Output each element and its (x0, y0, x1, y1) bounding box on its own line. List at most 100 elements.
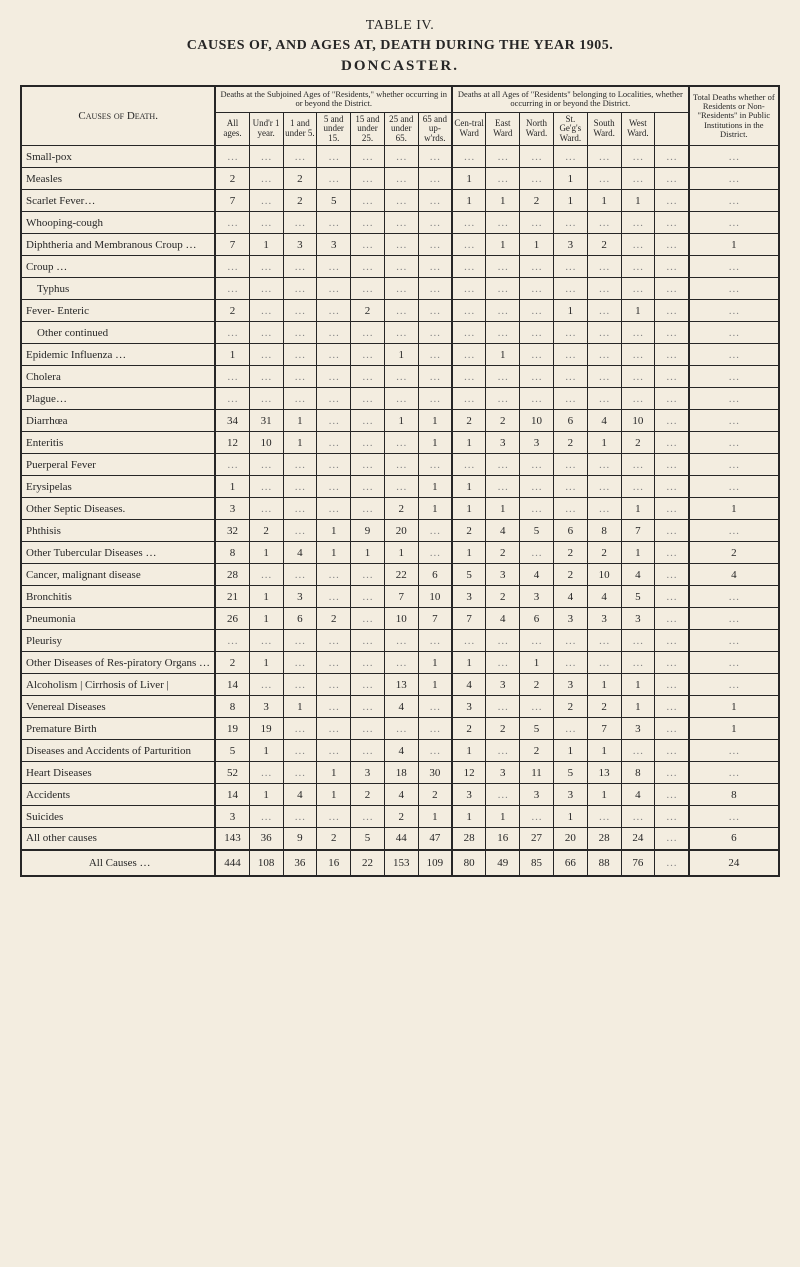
cell: 18 (384, 762, 418, 784)
cause-cell: Small-pox (21, 146, 215, 168)
cell: … (283, 212, 317, 234)
cell: … (317, 652, 351, 674)
cell: … (283, 344, 317, 366)
cell: 3 (553, 674, 587, 696)
cell: … (621, 234, 655, 256)
cell: 4 (553, 586, 587, 608)
cell: … (587, 278, 621, 300)
cell: 11 (520, 762, 554, 784)
cell: … (520, 278, 554, 300)
ward-col: West Ward. (621, 112, 655, 145)
cell: 7 (621, 520, 655, 542)
cell: … (249, 564, 283, 586)
cell: … (283, 740, 317, 762)
cell: 2 (587, 542, 621, 564)
cell: 9 (351, 520, 385, 542)
cell: … (655, 190, 689, 212)
cell: … (689, 806, 779, 828)
cell: 7 (452, 608, 486, 630)
cell: 2 (418, 784, 452, 806)
cell: … (486, 740, 520, 762)
cell: … (452, 366, 486, 388)
cell: 2 (215, 168, 249, 190)
cell: … (621, 344, 655, 366)
cell: … (384, 190, 418, 212)
cell: … (553, 454, 587, 476)
cell: … (553, 388, 587, 410)
cell: 1 (384, 410, 418, 432)
cell: … (351, 256, 385, 278)
cell: 80 (452, 850, 486, 876)
cell: … (655, 476, 689, 498)
table-row: Small-pox……………………………………… (21, 146, 779, 168)
cell: … (317, 146, 351, 168)
cell: … (317, 366, 351, 388)
cell: … (418, 718, 452, 740)
cell: … (689, 630, 779, 652)
cell: … (553, 146, 587, 168)
cell: 14 (215, 674, 249, 696)
cell: 2 (553, 432, 587, 454)
cell: 1 (689, 234, 779, 256)
cell: 1 (418, 806, 452, 828)
cell: … (689, 520, 779, 542)
cell: … (655, 256, 689, 278)
cell: 5 (452, 564, 486, 586)
ward-col: North Ward. (520, 112, 554, 145)
cell: 1 (249, 652, 283, 674)
cell: … (486, 256, 520, 278)
cell: 2 (587, 696, 621, 718)
cell: 4 (486, 520, 520, 542)
cell: … (317, 718, 351, 740)
cell: … (452, 256, 486, 278)
cause-cell: Diarrhœa (21, 410, 215, 432)
cell: 2 (621, 432, 655, 454)
cell: … (384, 168, 418, 190)
cell: 1 (486, 344, 520, 366)
cell: … (452, 300, 486, 322)
cell: … (486, 784, 520, 806)
cell: … (249, 300, 283, 322)
table-row: Enteritis12101………1133212…… (21, 432, 779, 454)
table-row: Pleurisy……………………………………… (21, 630, 779, 652)
cell: 6 (283, 608, 317, 630)
age-col: 5 and under 15. (317, 112, 351, 145)
cell: 36 (283, 850, 317, 876)
cell: 12 (452, 762, 486, 784)
cell: 4 (384, 784, 418, 806)
cell: … (418, 234, 452, 256)
cell: 5 (351, 828, 385, 850)
table-row: Pneumonia26162…107746333…… (21, 608, 779, 630)
cell: 2 (452, 410, 486, 432)
cell: 7 (384, 586, 418, 608)
cell: 3 (520, 432, 554, 454)
group-ages: Deaths at the Subjoined Ages of "Residen… (215, 86, 452, 112)
cell: … (384, 322, 418, 344)
cell: … (587, 212, 621, 234)
cell: 22 (384, 564, 418, 586)
cell: … (249, 190, 283, 212)
cell: 2 (351, 784, 385, 806)
cell: … (486, 322, 520, 344)
cell: 2 (351, 300, 385, 322)
cell: 9 (283, 828, 317, 850)
cell: … (384, 630, 418, 652)
cell: … (351, 608, 385, 630)
ward-col (655, 112, 689, 145)
cause-cell: Other continued (21, 322, 215, 344)
cell: 109 (418, 850, 452, 876)
cell: 1 (249, 740, 283, 762)
cell: 1 (452, 806, 486, 828)
cell: 10 (587, 564, 621, 586)
table-row: Other Septic Diseases.3…………2111………1…1 (21, 498, 779, 520)
cell: … (249, 212, 283, 234)
cell: 1 (587, 740, 621, 762)
table-row: Cholera……………………………………… (21, 366, 779, 388)
cell: 3 (486, 432, 520, 454)
cell: 3 (283, 586, 317, 608)
ward-col: St. Ge'g's Ward. (553, 112, 587, 145)
cell: … (520, 344, 554, 366)
cell: 1 (553, 190, 587, 212)
cell: 1 (249, 542, 283, 564)
cell: 2 (486, 410, 520, 432)
